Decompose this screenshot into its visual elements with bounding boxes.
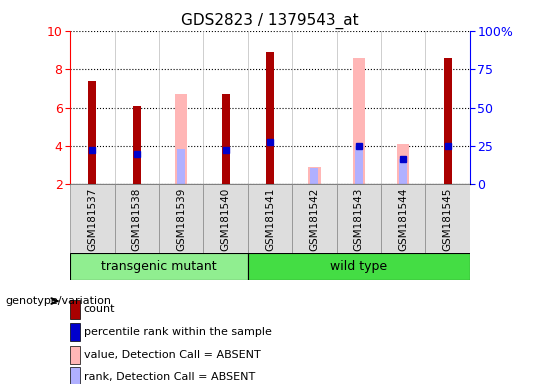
Text: GSM181545: GSM181545 [443, 187, 453, 251]
Bar [381, 184, 426, 253]
Text: genotype/variation: genotype/variation [5, 296, 111, 306]
Text: GSM181541: GSM181541 [265, 187, 275, 251]
Bar [310, 168, 319, 184]
Bar [70, 367, 80, 384]
Bar [70, 346, 80, 364]
Bar [355, 146, 363, 184]
Bar [70, 323, 80, 341]
Text: GSM181537: GSM181537 [87, 187, 97, 251]
Text: GSM181540: GSM181540 [221, 187, 231, 250]
Text: percentile rank within the sample: percentile rank within the sample [84, 327, 272, 337]
Text: value, Detection Call = ABSENT: value, Detection Call = ABSENT [84, 350, 260, 360]
Bar [159, 184, 204, 253]
Text: GSM181543: GSM181543 [354, 187, 364, 251]
Bar [248, 253, 470, 280]
Bar [266, 52, 274, 184]
Bar [114, 184, 159, 253]
Bar [353, 58, 365, 184]
Bar [70, 253, 248, 280]
Bar [89, 81, 97, 184]
Text: GSM181538: GSM181538 [132, 187, 142, 251]
Bar [221, 94, 229, 184]
Bar [399, 159, 407, 184]
Bar [204, 184, 248, 253]
Text: rank, Detection Call = ABSENT: rank, Detection Call = ABSENT [84, 372, 255, 382]
Bar [308, 167, 321, 184]
Bar [248, 184, 292, 253]
Bar [426, 184, 470, 253]
Bar [177, 149, 185, 184]
Text: transgenic mutant: transgenic mutant [101, 260, 217, 273]
Bar [443, 58, 451, 184]
Bar [133, 106, 141, 184]
Bar [292, 184, 336, 253]
Bar [397, 144, 409, 184]
Bar [336, 184, 381, 253]
Text: wild type: wild type [330, 260, 387, 273]
Text: GSM181544: GSM181544 [398, 187, 408, 251]
Bar [70, 184, 114, 253]
Text: count: count [84, 305, 115, 314]
Bar [175, 94, 187, 184]
Text: GSM181539: GSM181539 [176, 187, 186, 251]
Bar [70, 300, 80, 319]
Text: GSM181542: GSM181542 [309, 187, 319, 251]
Title: GDS2823 / 1379543_at: GDS2823 / 1379543_at [181, 13, 359, 29]
